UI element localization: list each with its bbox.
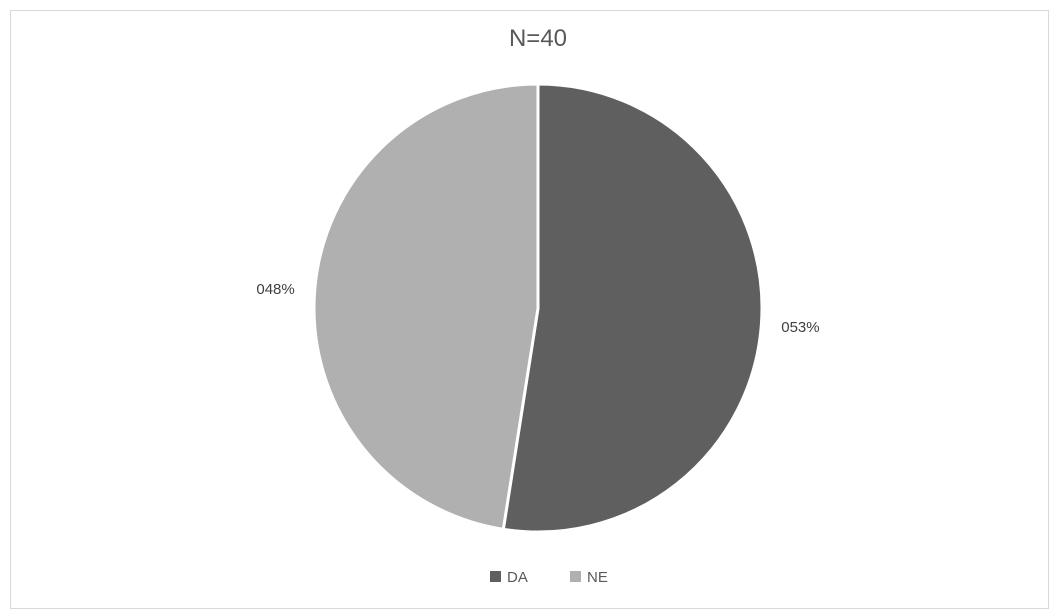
pie-slice-ne bbox=[312, 82, 540, 531]
legend-label-ne: NE bbox=[587, 569, 608, 586]
pie-slices bbox=[312, 82, 764, 534]
data-label-ne: 048% bbox=[256, 281, 294, 298]
pie-slice-da bbox=[501, 82, 764, 534]
data-labels: 053% 048% bbox=[256, 281, 819, 336]
data-label-da: 053% bbox=[781, 319, 819, 336]
chart-title: N=40 bbox=[509, 25, 567, 52]
legend: DA NE bbox=[490, 569, 608, 586]
legend-label-da: DA bbox=[507, 569, 528, 586]
legend-swatch-ne bbox=[570, 571, 581, 582]
legend-swatch-da bbox=[490, 571, 501, 582]
